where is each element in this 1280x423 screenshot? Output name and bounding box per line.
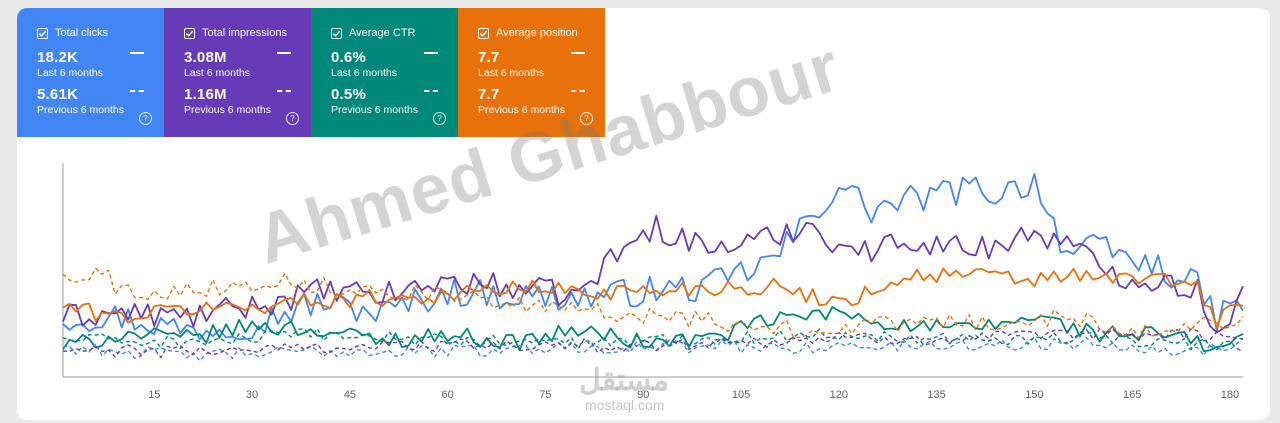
checkbox-checked-icon[interactable]	[331, 27, 342, 39]
x-tick-label: 135	[927, 389, 945, 401]
x-tick-label: 105	[732, 389, 750, 401]
metric-label: Total clicks	[55, 27, 109, 39]
performance-chart: 15 30 45 60 75 90 105 120 135 150 165 180	[62, 163, 1244, 401]
metric-previous-period: Previous 6 months	[37, 104, 124, 116]
dashed-line-legend-icon	[130, 90, 144, 92]
metric-previous-value: 0.5%	[331, 86, 366, 103]
metric-label: Average position	[496, 27, 578, 39]
series-line-average-position-current	[62, 267, 1244, 329]
metric-tab-total-clicks[interactable]: Total clicks 18.2K Last 6 months 5.61K P…	[17, 8, 164, 137]
x-tick-label: 75	[539, 389, 551, 401]
metric-label: Average CTR	[349, 27, 416, 39]
metric-tab-total-impressions[interactable]: Total impressions 3.08M Last 6 months 1.…	[164, 8, 311, 137]
checkbox-checked-icon[interactable]	[37, 27, 48, 39]
help-icon[interactable]: ?	[286, 112, 299, 125]
x-tick-label: 90	[637, 389, 649, 401]
series-line-total-impressions-current	[62, 215, 1244, 334]
solid-line-legend-icon	[277, 52, 291, 54]
metric-label: Total impressions	[202, 27, 287, 39]
metric-current-period: Last 6 months	[184, 67, 250, 79]
solid-line-legend-icon	[130, 52, 144, 54]
help-icon[interactable]: ?	[580, 112, 593, 125]
metric-header: Total impressions	[184, 27, 287, 39]
x-tick-label: 180	[1221, 389, 1239, 401]
metric-header: Average CTR	[331, 27, 415, 39]
dashed-line-legend-icon	[424, 90, 438, 92]
series-line-average-ctr-current	[62, 306, 1244, 353]
metric-previous-period: Previous 6 months	[478, 104, 565, 116]
solid-line-legend-icon	[571, 52, 585, 54]
checkbox-checked-icon[interactable]	[478, 27, 489, 39]
x-tick-label: 15	[148, 389, 160, 401]
metric-current-period: Last 6 months	[331, 67, 397, 79]
metric-previous-value: 7.7	[478, 86, 500, 103]
metric-current-value: 3.08M	[184, 49, 227, 66]
x-tick-label: 60	[442, 389, 454, 401]
metric-previous-period: Previous 6 months	[184, 104, 271, 116]
x-tick-label: 45	[344, 389, 356, 401]
metric-current-period: Last 6 months	[37, 67, 103, 79]
series-line-total-clicks-previous	[62, 336, 1244, 362]
dashed-line-legend-icon	[571, 90, 585, 92]
metric-previous-value: 5.61K	[37, 86, 79, 103]
x-tick-label: 120	[830, 389, 848, 401]
series-line-average-ctr-previous	[62, 327, 1244, 353]
metric-tabs: Total clicks 18.2K Last 6 months 5.61K P…	[17, 8, 605, 137]
checkbox-checked-icon[interactable]	[184, 27, 195, 39]
metric-tab-average-position[interactable]: Average position 7.7 Last 6 months 7.7 P…	[458, 8, 605, 137]
metric-header: Average position	[478, 27, 578, 39]
x-tick-label: 30	[246, 389, 258, 401]
metric-header: Total clicks	[37, 27, 108, 39]
series-line-average-position-previous	[62, 267, 1244, 339]
performance-card: 15 30 45 60 75 90 105 120 135 150 165 180 Total cli…	[17, 8, 1270, 420]
metric-current-value: 7.7	[478, 49, 500, 66]
x-tick-label: 165	[1123, 389, 1141, 401]
dashed-line-legend-icon	[277, 90, 291, 92]
metric-previous-value: 1.16M	[184, 86, 227, 103]
metric-tab-average-ctr[interactable]: Average CTR 0.6% Last 6 months 0.5% Prev…	[311, 8, 458, 137]
help-icon[interactable]: ?	[433, 112, 446, 125]
metric-previous-period: Previous 6 months	[331, 104, 418, 116]
help-icon[interactable]: ?	[139, 112, 152, 125]
series-line-total-clicks-current	[62, 173, 1244, 341]
solid-line-legend-icon	[424, 52, 438, 54]
series-line-total-impressions-previous	[62, 328, 1244, 359]
metric-current-value: 0.6%	[331, 49, 366, 66]
metric-current-period: Last 6 months	[478, 67, 544, 79]
metric-current-value: 18.2K	[37, 49, 79, 66]
x-tick-label: 150	[1025, 389, 1043, 401]
